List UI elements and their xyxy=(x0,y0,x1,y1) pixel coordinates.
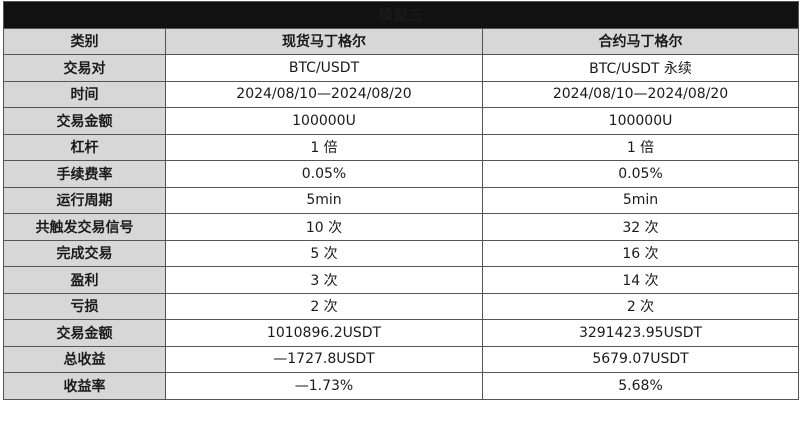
futures-value: 14 次 xyxy=(481,266,800,294)
row-label: 共触发交易信号 xyxy=(3,213,166,241)
spot-value: —1727.8USDT xyxy=(165,345,483,373)
spot-value: 5 次 xyxy=(165,239,483,267)
spot-value: 1 倍 xyxy=(165,133,483,161)
table-row: 完成交易 5 次 16 次 xyxy=(3,239,800,267)
spot-value: 100000U xyxy=(165,107,483,135)
table-row: 盈利 3 次 14 次 xyxy=(3,266,800,294)
table-row: 共触发交易信号 10 次 32 次 xyxy=(3,213,800,241)
header-spot-martingale: 现货马丁格尔 xyxy=(165,27,483,55)
futures-value: 0.05% xyxy=(481,160,800,188)
table-row: 亏损 2 次 2 次 xyxy=(3,292,800,320)
title-row: 模型三 xyxy=(2,1,800,29)
spot-value: 5min xyxy=(165,186,483,214)
futures-value: 32 次 xyxy=(481,213,800,241)
spot-value: 2 次 xyxy=(165,292,483,320)
spot-value: 1010896.2USDT xyxy=(165,319,483,347)
row-label: 交易金额 xyxy=(3,107,166,135)
table-row: 手续费率 0.05% 0.05% xyxy=(3,160,800,188)
row-label: 总收益 xyxy=(3,345,166,373)
futures-value: 2 次 xyxy=(481,292,800,320)
table-row: 杠杆 1 倍 1 倍 xyxy=(3,133,800,161)
futures-value: 1 倍 xyxy=(481,133,800,161)
spot-value: 10 次 xyxy=(165,213,483,241)
futures-value: 5.68% xyxy=(481,372,800,400)
spot-value: 3 次 xyxy=(165,266,483,294)
spot-value: 2024/08/10—2024/08/20 xyxy=(165,80,483,108)
row-label: 完成交易 xyxy=(3,239,166,267)
table-row: 时间 2024/08/10—2024/08/20 2024/08/10—2024… xyxy=(3,80,800,108)
futures-value: BTC/USDT 永续 xyxy=(481,54,800,82)
row-label: 运行周期 xyxy=(3,186,166,214)
table-row: 交易对 BTC/USDT BTC/USDT 永续 xyxy=(3,54,800,82)
comparison-table: 模型三 类别 现货马丁格尔 合约马丁格尔 交易对 BTC/USDT BTC/US… xyxy=(2,1,800,400)
row-label: 交易金额 xyxy=(3,319,166,347)
table-row: 运行周期 5min 5min xyxy=(3,186,800,214)
row-label: 时间 xyxy=(3,80,166,108)
header-row: 类别 现货马丁格尔 合约马丁格尔 xyxy=(3,27,800,55)
row-label: 手续费率 xyxy=(3,160,166,188)
futures-value: 100000U xyxy=(481,107,800,135)
spot-value: 0.05% xyxy=(165,160,483,188)
table-row: 总收益 —1727.8USDT 5679.07USDT xyxy=(3,345,800,373)
row-label: 盈利 xyxy=(3,266,166,294)
table-row: 交易金额 1010896.2USDT 3291423.95USDT xyxy=(3,319,800,347)
row-label: 杠杆 xyxy=(3,133,166,161)
header-category: 类别 xyxy=(3,27,166,55)
table-row: 收益率 —1.73% 5.68% xyxy=(3,372,800,400)
futures-value: 3291423.95USDT xyxy=(481,319,800,347)
futures-value: 5min xyxy=(481,186,800,214)
row-label: 收益率 xyxy=(3,372,166,400)
row-label: 亏损 xyxy=(3,292,166,320)
futures-value: 16 次 xyxy=(481,239,800,267)
row-label: 交易对 xyxy=(3,54,166,82)
spot-value: BTC/USDT xyxy=(165,54,483,82)
table-row: 交易金额 100000U 100000U xyxy=(3,107,800,135)
header-futures-martingale: 合约马丁格尔 xyxy=(481,27,800,55)
spot-value: —1.73% xyxy=(165,372,483,400)
futures-value: 2024/08/10—2024/08/20 xyxy=(481,80,800,108)
table-title: 模型三 xyxy=(2,1,800,29)
futures-value: 5679.07USDT xyxy=(481,345,800,373)
